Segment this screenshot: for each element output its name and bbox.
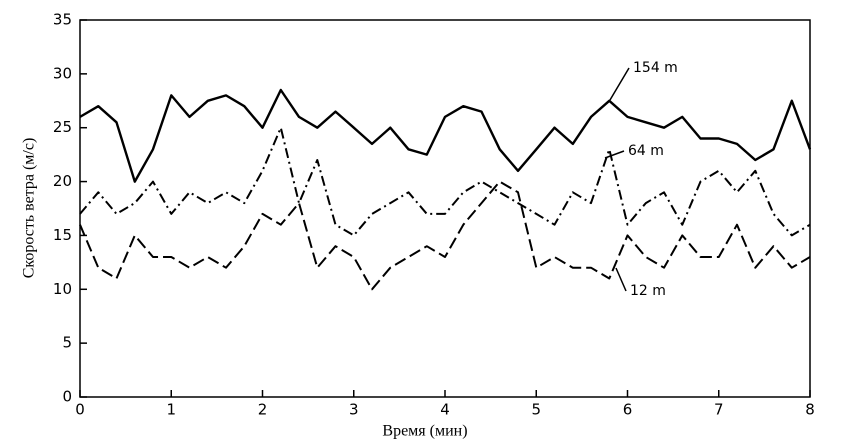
x-tick-label: 0 (75, 401, 85, 419)
label-pointer (604, 150, 625, 159)
y-tick-label: 30 (53, 64, 72, 82)
series-line (79, 88, 812, 183)
x-tick-label: 8 (805, 401, 815, 419)
y-tick-label: 25 (53, 118, 72, 136)
x-tick-label: 2 (258, 401, 268, 419)
series-line (79, 126, 811, 237)
x-tick-label: 4 (440, 401, 450, 419)
series-label: 154 m (633, 60, 678, 76)
label-pointer (615, 267, 627, 292)
x-tick-label: 3 (349, 401, 359, 419)
x-tick-label: 6 (623, 401, 633, 419)
y-tick-label: 35 (53, 11, 72, 29)
series-label: 12 m (630, 283, 666, 299)
x-tick-label: 1 (166, 401, 176, 419)
x-tick-label: 7 (714, 401, 724, 419)
x-axis-label: Время (мин) (382, 423, 467, 440)
y-axis-label: Скорость ветра (м/с) (21, 138, 38, 279)
series-label: 64 m (628, 143, 664, 159)
y-tick-label: 20 (53, 172, 72, 190)
y-tick-label: 15 (53, 226, 72, 244)
label-pointer (609, 67, 630, 101)
y-tick-label: 5 (62, 334, 72, 352)
series-line (79, 180, 811, 291)
y-tick-label: 0 (62, 388, 72, 406)
plot-frame (79, 19, 811, 398)
y-tick-label: 10 (53, 280, 72, 298)
x-tick-label: 5 (531, 401, 541, 419)
